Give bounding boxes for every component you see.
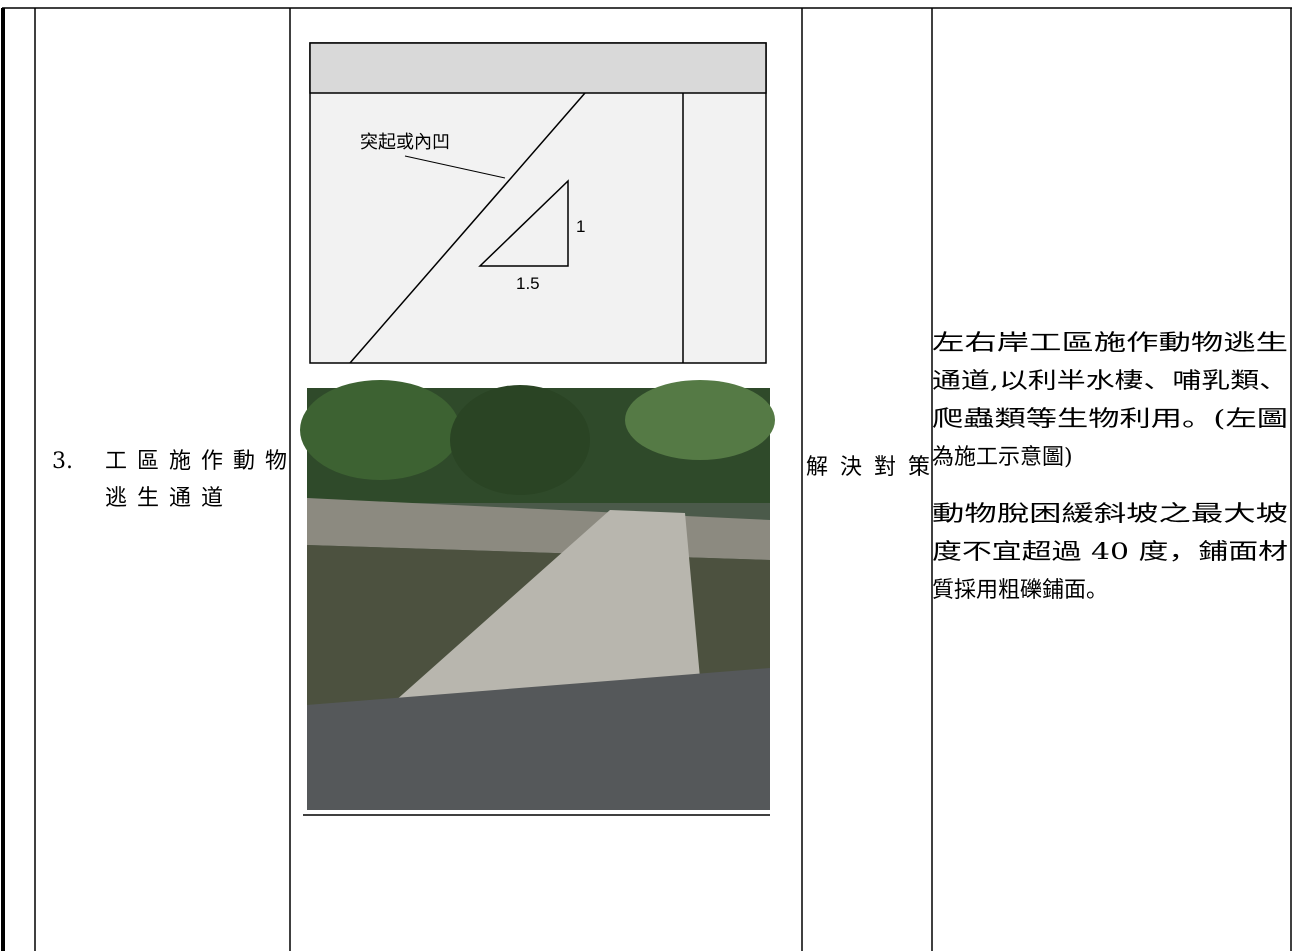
description-line: 為施工示意圖) [932,445,1073,470]
description: 左右岸工區施作動物逃生通道,以利半水棲、哺乳類、爬蟲類等生物利用。(左圖為施工示… [932,331,1288,603]
description-line: 通道,以利半水棲、哺乳類、 [932,369,1288,394]
leader-line [404,155,506,179]
diagram-rise: 1 [576,217,585,236]
diagram-label: 突起或內凹 [360,132,450,153]
description-line: 度不宜超過 40 度，鋪面材 [932,540,1288,565]
diagram-frame [309,42,767,364]
table-grid [1,7,1292,951]
description-line: 質採用粗礫鋪面。 [932,578,1108,603]
photo [300,380,775,816]
photo-ramp [385,510,700,710]
photo-water [307,668,770,810]
schematic: 突起或內凹 1 1.5 [309,42,767,364]
diagram-slope [349,92,586,364]
diagram-top-band [309,42,767,94]
photo-foliage [450,385,590,495]
description-line: 動物脫困緩斜坡之最大坡 [932,502,1288,527]
photo-foliage [625,380,775,460]
slope-triangle [478,179,569,267]
diagram-run: 1.5 [516,274,540,293]
item-index: 3. [52,449,73,474]
photo-foliage [300,380,460,480]
description-line: 爬蟲類等生物利用。(左圖 [932,407,1288,432]
description-line: 左右岸工區施作動物逃生 [932,331,1288,356]
